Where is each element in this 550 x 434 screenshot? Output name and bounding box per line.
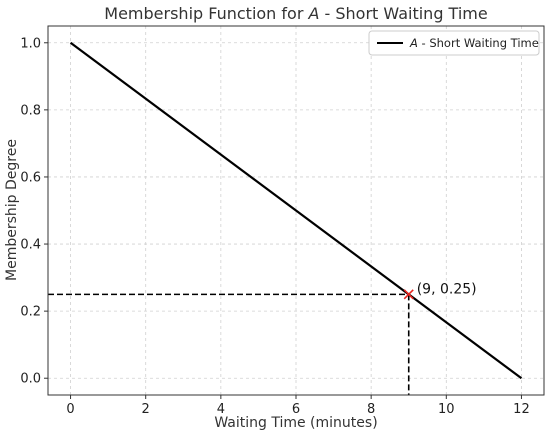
y-axis-label: Membership Degree (4, 139, 20, 281)
chart-title: Membership Function for A - Short Waitin… (104, 4, 487, 23)
legend-box (368, 30, 540, 56)
x-tick-label: 6 (292, 402, 300, 417)
y-tick-label: 0.0 (20, 372, 41, 387)
x-axis: 0 2 4 6 8 10 12 (66, 395, 530, 417)
x-tick-label: 0 (66, 402, 74, 417)
highlight-group: (9, 0.25) (403, 281, 477, 300)
legend: A - Short Waiting Time (368, 30, 540, 56)
y-tick-label: 1.0 (20, 36, 41, 51)
grid (48, 26, 544, 395)
x-tick-label: 8 (367, 402, 375, 417)
series-line (69, 41, 523, 380)
highlight-point-marker (403, 289, 414, 300)
guide-lines (48, 293, 410, 395)
legend-entry: A - Short Waiting Time (409, 36, 539, 50)
highlight-point-label: (9, 0.25) (417, 281, 477, 297)
x-tick-label: 4 (217, 402, 225, 417)
y-tick-label: 0.2 (20, 305, 41, 320)
y-tick-label: 0.4 (20, 238, 41, 253)
x-tick-label: 12 (513, 402, 530, 417)
x-tick-label: 10 (438, 402, 455, 417)
x-tick-label: 2 (142, 402, 150, 417)
series-group (69, 41, 523, 380)
y-tick-label: 0.8 (20, 103, 41, 118)
y-axis: 0.0 0.2 0.4 0.6 0.8 1.0 (20, 36, 48, 387)
x-axis-label: Waiting Time (minutes) (214, 415, 377, 431)
y-tick-label: 0.6 (20, 170, 41, 185)
